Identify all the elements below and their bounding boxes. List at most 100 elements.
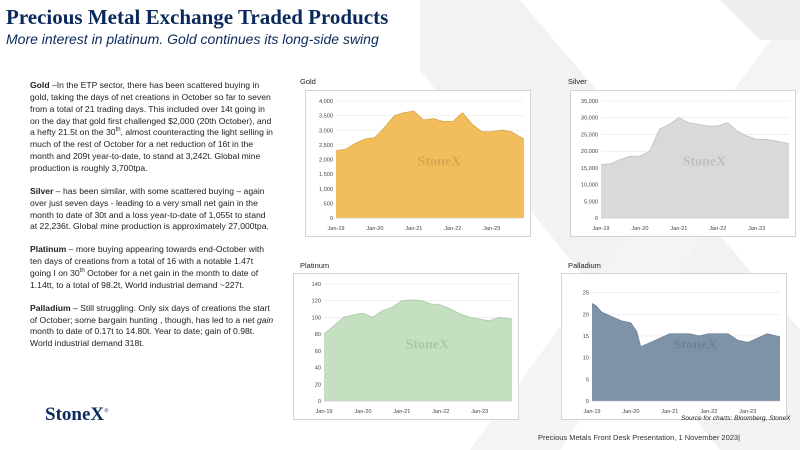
gold-chart: 0 500 1,000 1,500 2,000 2,500 3,000 3,500 4,000 J… xyxy=(305,90,531,237)
silver-y-tick-label: 15,000 xyxy=(581,166,598,172)
gold-label: Gold xyxy=(30,80,50,90)
platinum-text-1: – more buying appearing towards end-Octo… xyxy=(30,244,265,279)
gold-series-line xyxy=(335,110,525,152)
platinum-y-tick-label: 100 xyxy=(312,315,321,321)
palladium-y-tick-label: 25 xyxy=(583,291,589,297)
gold-text-2: , almost counteracting the light selling… xyxy=(30,127,273,174)
platinum-watermark: StoneX xyxy=(406,337,450,352)
silver-x-tick-label: Jan-21 xyxy=(670,226,687,232)
gold-y-tick-label: 2,000 xyxy=(319,158,333,164)
platinum-x-tick-label: Jan-19 xyxy=(315,409,332,415)
palladium-y-tick-label: 20 xyxy=(583,312,589,318)
silver-y-tick-label: 30,000 xyxy=(581,116,598,122)
palladium-series-line xyxy=(591,303,781,348)
palladium-text-2: month to date of 0.17t to 14.80t. Year t… xyxy=(30,326,255,349)
platinum-text-2: October for a net gain in the month to d… xyxy=(30,268,259,290)
silver-x-tick-label: Jan-22 xyxy=(709,226,726,232)
stonex-logo: StoneX® xyxy=(45,404,109,426)
silver-chart-label: Silver xyxy=(568,77,587,86)
silver-chart: 0 5,000 10,000 15,000 20,000 25,000 30,000 35,0… xyxy=(570,90,796,237)
platinum-chart: 0 20 40 60 80 100 120 140 Jan-19 Jan-20 Jan-21 Jan-… xyxy=(293,273,519,420)
gold-x-tick-label: Jan-22 xyxy=(444,226,461,232)
silver-text: – has been similar, with some scattered … xyxy=(30,185,269,232)
silver-x-tick-label: Jan-19 xyxy=(592,226,609,232)
gold-area-series xyxy=(336,111,524,218)
gold-y-tick-label: 3,500 xyxy=(319,114,333,120)
palladium-y-tick-label: 15 xyxy=(583,334,589,340)
palladium-x-tick-label: Jan-20 xyxy=(622,409,639,415)
silver-y-tick-label: 35,000 xyxy=(581,99,598,105)
platinum-chart-label: Platinum xyxy=(300,261,330,270)
gold-y-tick-label: 0 xyxy=(330,216,333,222)
platinum-x-tick-label: Jan-20 xyxy=(354,409,371,415)
silver-watermark: StoneX xyxy=(683,154,727,169)
silver-y-tick-label: 25,000 xyxy=(581,132,598,138)
platinum-y-tick-label: 0 xyxy=(318,399,321,405)
silver-chart-svg: 0 5,000 10,000 15,000 20,000 25,000 30,000 35,0… xyxy=(581,99,790,232)
gold-y-tick-label: 2,500 xyxy=(319,143,333,149)
palladium-x-tick-label: Jan-23 xyxy=(739,409,756,415)
platinum-y-tick-label: 140 xyxy=(312,282,321,288)
gold-y-tick-label: 3,000 xyxy=(319,128,333,134)
gold-chart-label: Gold xyxy=(300,77,316,86)
platinum-y-tick-label: 20 xyxy=(315,382,321,388)
platinum-y-tick-label: 60 xyxy=(315,349,321,355)
platinum-commentary: Platinum – more buying appearing towards… xyxy=(30,244,275,291)
palladium-em: gain xyxy=(256,314,274,325)
logo-text: StoneX xyxy=(45,404,105,425)
silver-x-tick-label: Jan-20 xyxy=(631,226,648,232)
gold-y-tick-label: 1,500 xyxy=(319,172,333,178)
palladium-area-series xyxy=(592,303,780,401)
platinum-x-tick-label: Jan-21 xyxy=(393,409,410,415)
palladium-commentary: Palladium – Still struggling. Only six d… xyxy=(30,303,275,350)
palladium-watermark: StoneX xyxy=(674,337,718,352)
gold-commentary: Gold –In the ETP sector, there has been … xyxy=(30,80,275,175)
platinum-label: Platinum xyxy=(30,244,67,255)
gold-y-tick-label: 500 xyxy=(324,201,333,207)
platinum-chart-svg: 0 20 40 60 80 100 120 140 Jan-19 Jan-20 Jan-21 Jan-… xyxy=(312,282,513,415)
palladium-label: Palladium xyxy=(30,302,71,313)
footer-text: Precious Metals Front Desk Presentation,… xyxy=(538,433,741,442)
silver-commentary: Silver – has been similar, with some sca… xyxy=(30,186,275,233)
palladium-y-tick-label: 10 xyxy=(583,356,589,362)
palladium-chart: 0 5 10 15 20 25 Jan-19 Jan-20 Jan-21 Jan-22 Jan-23… xyxy=(561,273,787,420)
silver-y-tick-label: 0 xyxy=(595,216,598,222)
silver-y-tick-label: 20,000 xyxy=(581,149,598,155)
gold-x-tick-label: Jan-23 xyxy=(483,226,500,232)
gold-y-tick-label: 4,000 xyxy=(319,99,333,105)
platinum-area-series xyxy=(324,299,512,401)
logo-mark: ® xyxy=(104,408,109,415)
page-subtitle: More interest in platinum. Gold continue… xyxy=(6,31,379,47)
silver-y-tick-label: 10,000 xyxy=(581,183,598,189)
gold-chart-svg: 0 500 1,000 1,500 2,000 2,500 3,000 3,500 4,000 J… xyxy=(319,99,525,232)
silver-y-tick-label: 5,000 xyxy=(584,199,598,205)
palladium-chart-svg: 0 5 10 15 20 25 Jan-19 Jan-20 Jan-21 Jan-22 Jan-23… xyxy=(583,291,781,415)
palladium-chart-label: Palladium xyxy=(568,261,601,270)
palladium-y-tick-label: 5 xyxy=(586,377,589,383)
commentary-column: Gold –In the ETP sector, there has been … xyxy=(30,80,275,361)
palladium-x-tick-label: Jan-22 xyxy=(700,409,717,415)
palladium-text-1: – Still struggling. Only six days of cre… xyxy=(30,302,270,325)
platinum-y-tick-label: 120 xyxy=(312,299,321,305)
platinum-x-tick-label: Jan-23 xyxy=(471,409,488,415)
palladium-y-tick-label: 0 xyxy=(586,399,589,405)
palladium-x-tick-label: Jan-21 xyxy=(661,409,678,415)
platinum-sup: th xyxy=(79,268,85,275)
page-title: Precious Metal Exchange Traded Products xyxy=(6,5,389,29)
gold-x-tick-label: Jan-21 xyxy=(405,226,422,232)
palladium-x-tick-label: Jan-19 xyxy=(583,409,600,415)
platinum-y-tick-label: 80 xyxy=(315,332,321,338)
platinum-series-line xyxy=(323,299,513,335)
gold-text-1: –In the ETP sector, there has been scatt… xyxy=(30,80,272,138)
gold-y-tick-label: 1,000 xyxy=(319,187,333,193)
gold-watermark: StoneX xyxy=(418,154,462,169)
chart-source-note: Source for charts: Bloomberg, StoneX xyxy=(681,415,791,422)
gold-x-tick-label: Jan-20 xyxy=(366,226,383,232)
silver-label: Silver xyxy=(30,185,54,196)
silver-x-tick-label: Jan-23 xyxy=(748,226,765,232)
platinum-y-tick-label: 40 xyxy=(315,366,321,372)
gold-sup: th xyxy=(115,127,121,134)
platinum-x-tick-label: Jan-22 xyxy=(432,409,449,415)
silver-area-series xyxy=(601,117,789,218)
gold-x-tick-label: Jan-19 xyxy=(327,226,344,232)
